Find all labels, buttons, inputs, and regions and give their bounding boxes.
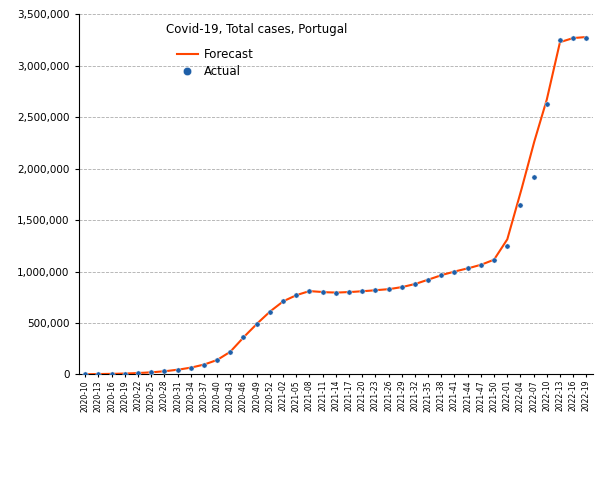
Point	[515, 201, 525, 208]
Legend: Forecast, Actual: Forecast, Actual	[172, 44, 258, 83]
Point	[424, 276, 433, 284]
Point	[133, 369, 143, 377]
Point	[476, 261, 486, 269]
Point	[542, 100, 552, 108]
Point	[160, 368, 169, 375]
Point	[344, 288, 354, 296]
Point	[529, 173, 538, 181]
Point	[555, 36, 565, 44]
Point	[331, 289, 341, 297]
Point	[489, 256, 499, 264]
Point	[384, 286, 393, 293]
Point	[80, 371, 90, 378]
Point	[146, 369, 156, 376]
Point	[252, 320, 261, 328]
Point	[226, 348, 235, 356]
Point	[502, 242, 512, 250]
Point	[172, 366, 182, 373]
Point	[292, 291, 301, 299]
Point	[463, 264, 473, 272]
Point	[106, 370, 116, 378]
Point	[581, 34, 591, 42]
Point	[265, 308, 275, 315]
Point	[410, 280, 420, 288]
Point	[199, 361, 209, 369]
Point	[304, 287, 314, 295]
Point	[436, 271, 446, 279]
Point	[370, 287, 380, 294]
Point	[238, 334, 248, 341]
Point	[94, 370, 103, 378]
Point	[278, 298, 288, 305]
Point	[318, 288, 327, 296]
Point	[212, 356, 222, 364]
Point	[450, 268, 459, 276]
Point	[397, 283, 407, 291]
Point	[120, 370, 129, 377]
Point	[186, 364, 195, 372]
Text: Covid-19, Total cases, Portugal: Covid-19, Total cases, Portugal	[166, 24, 347, 36]
Point	[358, 288, 367, 295]
Point	[568, 34, 578, 42]
